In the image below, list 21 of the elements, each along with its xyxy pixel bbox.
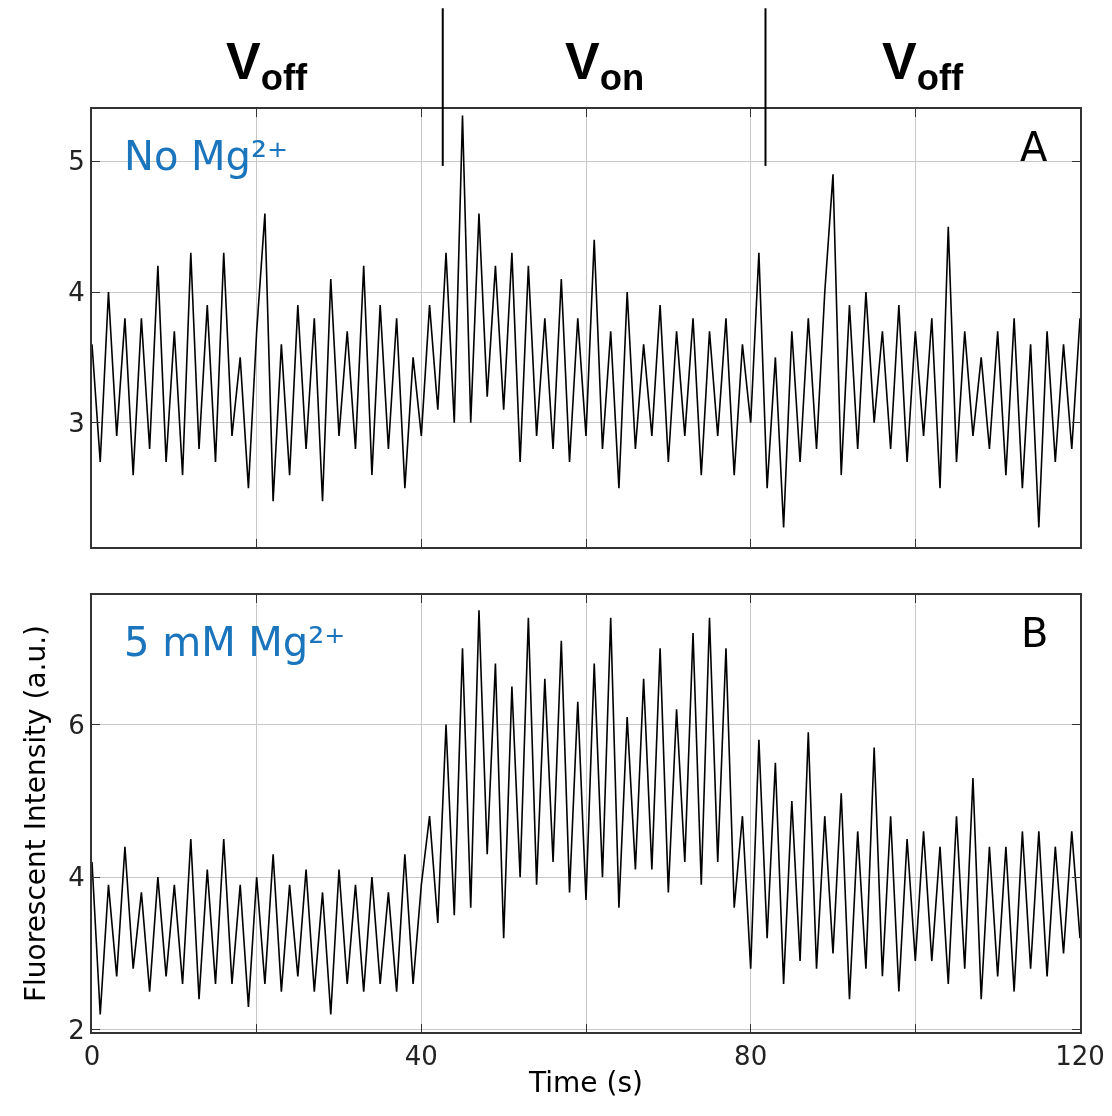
x-tick-label: 40 [404,1041,438,1072]
y-tick-label: 4 [68,862,85,893]
y-tick-label: 4 [68,277,85,308]
line-series [92,609,1080,1016]
text: V$_{on}$ [565,32,645,98]
text: V$_{off}$ [226,32,309,98]
y-tick-label: 5 [68,146,85,177]
y-tick-label: 2 [68,1014,85,1045]
x-tick-label: 0 [83,1041,101,1072]
annotation: B [1021,610,1049,656]
annotation: A [1020,124,1048,170]
text: V$_{off}$ [882,32,965,98]
y-axis-title: Fluorescent Intensity (a.u.) [19,624,53,1003]
annotation: No Mg²⁺ [124,133,289,179]
y-tick-label: 6 [68,709,85,740]
line-series [92,114,1080,529]
x-axis-title: Time (s) [528,1065,643,1099]
y-tick-label: 3 [68,407,85,438]
x-tick-label: 120 [1055,1041,1105,1072]
x-tick-label: 80 [734,1041,768,1072]
annotation: 5 mM Mg²⁺ [124,619,346,665]
